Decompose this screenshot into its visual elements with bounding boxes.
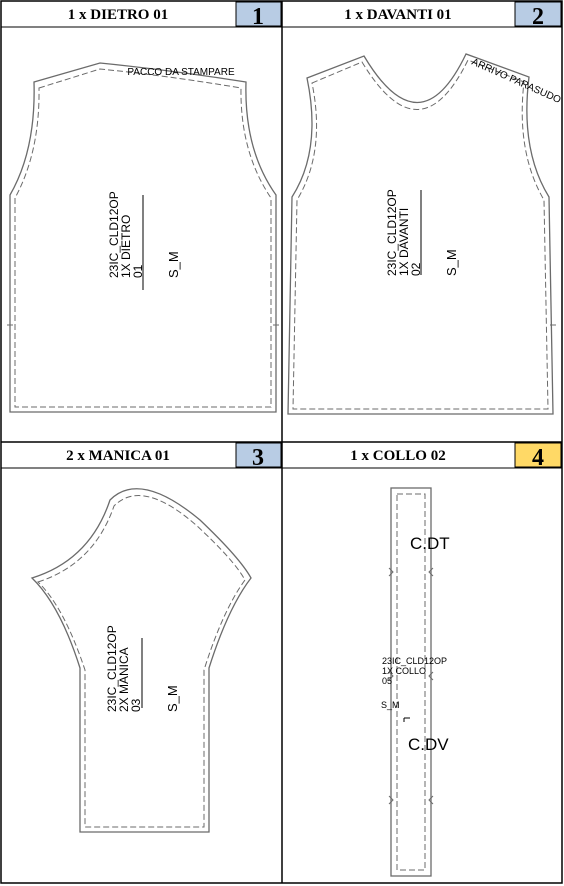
panel-2-number: 2 [532, 4, 544, 30]
panel-4-title: 1 x COLLO 02 [350, 448, 445, 464]
collar-label-line-1: 23IC_CLD12OP [382, 656, 447, 666]
panel-3-title: 2 x MANICA 01 [66, 448, 170, 464]
collar-label-line-3: 05 [382, 676, 392, 686]
front-piece [287, 53, 556, 415]
badge-4 [514, 442, 562, 468]
collar-label-line-2: 1X COLLO [382, 666, 426, 676]
front-note: ARRIVO PARASUDO [470, 57, 563, 106]
collar-label: 23IC_CLD12OP 1X COLLO 05 S_M [381, 656, 447, 710]
sleeve-label-line-3: 03 [129, 698, 143, 712]
badge-3 [235, 442, 282, 468]
collar-label-size: S_M [381, 700, 400, 710]
back-label-line-2: 1X DIETRO [119, 215, 133, 278]
sleeve-label: 23IC_CLD12OP 2X MANICA 03 S_M [105, 625, 180, 712]
back-label-size: S_M [166, 251, 181, 278]
collar-mark-front: C.DV [408, 735, 449, 754]
sleeve-label-line-2: 2X MANICA [117, 647, 131, 712]
back-note: PACCO DA STAMPARE [127, 67, 235, 78]
front-label-line-3: 02 [409, 262, 423, 276]
panel-1-title: 1 x DIETRO 01 [68, 7, 168, 23]
panel-4-number: 4 [532, 445, 544, 471]
front-label: 23IC_CLD12OP 1X DAVANTI 02 S_M [385, 189, 459, 276]
front-label-size: S_M [444, 249, 459, 276]
panel-2-title: 1 x DAVANTI 01 [344, 7, 451, 23]
panel-1-number: 1 [252, 4, 264, 30]
sleeve-label-size: S_M [165, 685, 180, 712]
front-label-line-2: 1X DAVANTI [397, 208, 411, 276]
front-label-line-1: 23IC_CLD12OP [385, 189, 399, 276]
collar-piece [388, 487, 434, 877]
back-label: 23IC_CLD12OP 1X DIETRO 01 S_M [107, 191, 181, 278]
back-piece [7, 62, 279, 413]
sleeve-label-line-1: 23IC_CLD12OP [105, 625, 119, 712]
back-label-line-1: 23IC_CLD12OP [107, 191, 121, 278]
sleeve-piece [30, 488, 252, 833]
panel-3-number: 3 [252, 445, 264, 471]
collar-mark-back: C.DT [410, 534, 450, 553]
badge-2 [514, 1, 562, 27]
badge-1 [235, 1, 282, 27]
back-label-line-3: 01 [131, 264, 145, 278]
